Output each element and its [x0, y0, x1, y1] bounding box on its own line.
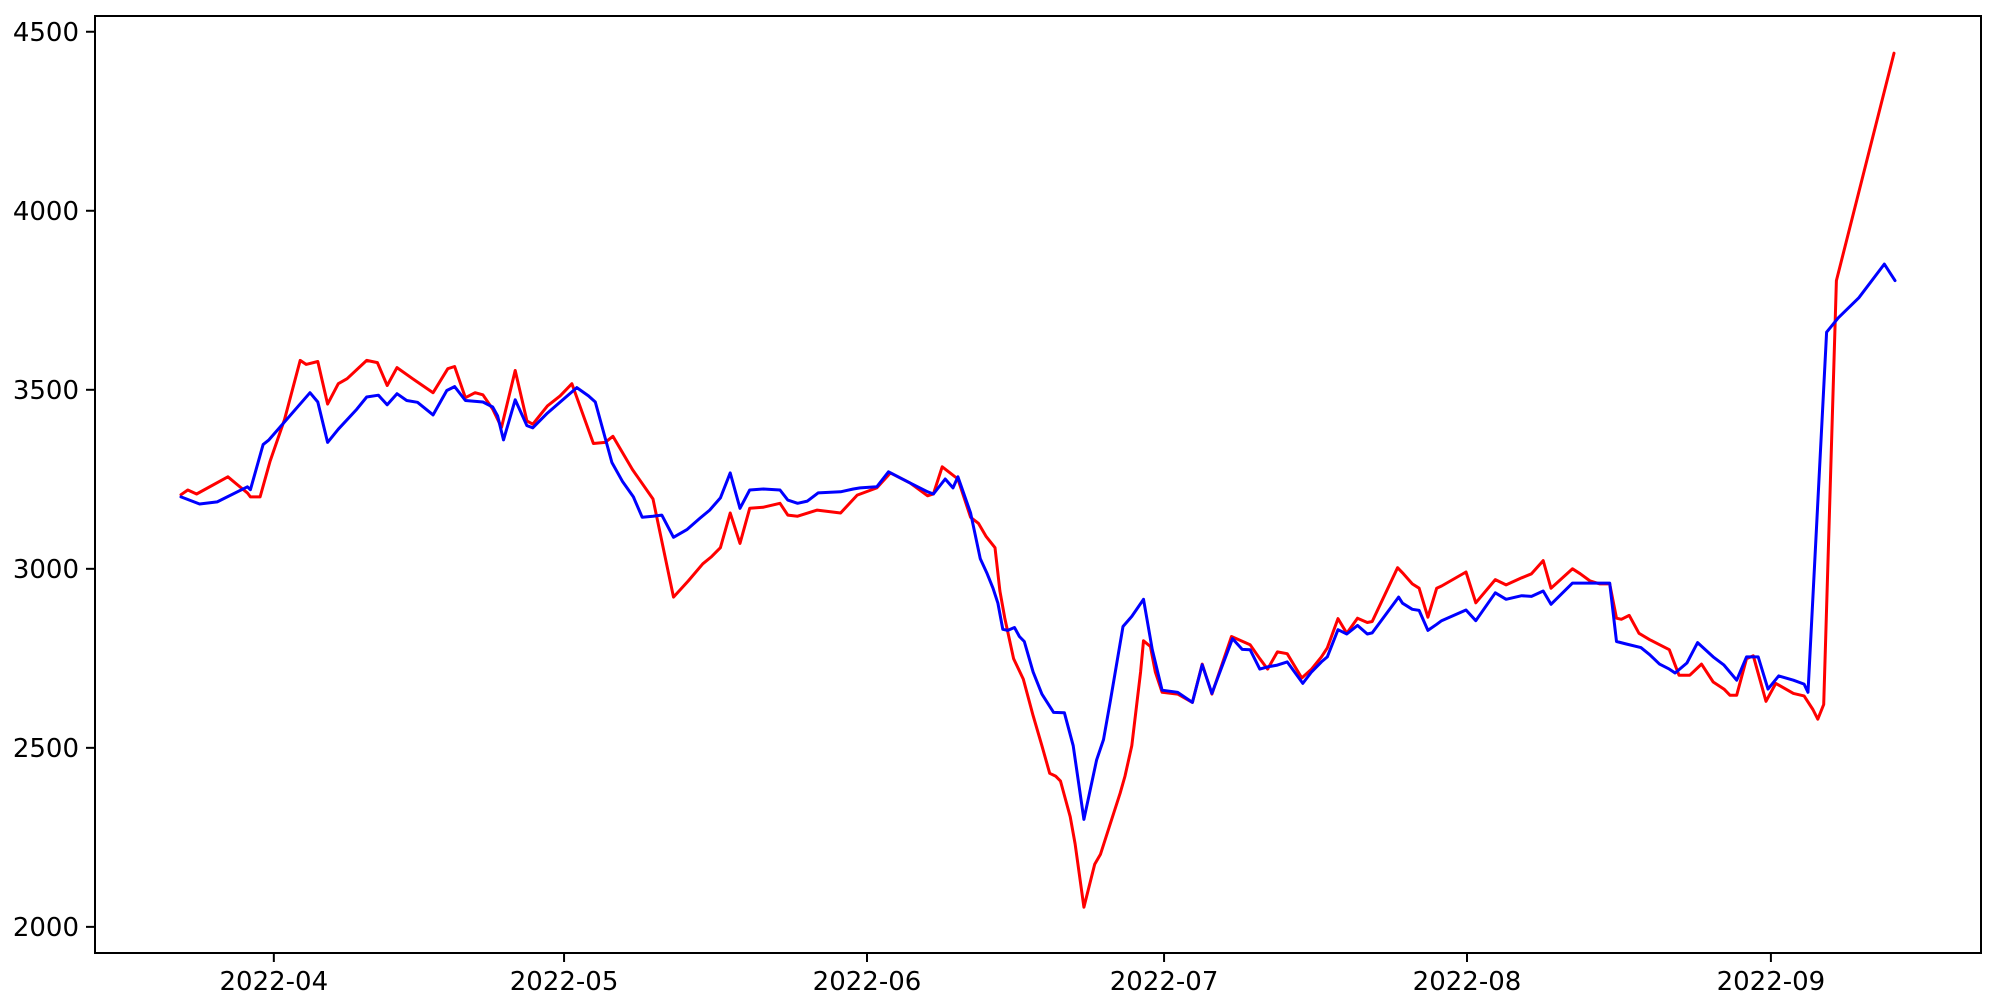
x-tick-label: 2022-06 — [813, 967, 922, 997]
blue-series-line — [179, 262, 1897, 821]
series-lines — [179, 51, 1897, 909]
x-tick-label: 2022-07 — [1110, 967, 1219, 997]
y-tick-label: 4500 — [13, 18, 79, 48]
y-tick-label: 4000 — [13, 197, 79, 227]
red-series-line — [179, 51, 1896, 909]
y-tick-label: 3500 — [13, 376, 79, 406]
x-tick-label: 2022-08 — [1413, 967, 1522, 997]
x-tick-label: 2022-04 — [220, 967, 329, 997]
plot-area — [94, 15, 1982, 954]
x-tick-label: 2022-05 — [510, 967, 619, 997]
y-tick-label: 2000 — [13, 913, 79, 943]
x-tick-label: 2022-09 — [1717, 967, 1826, 997]
y-tick-label: 3000 — [13, 555, 79, 585]
y-tick-label: 2500 — [13, 734, 79, 764]
y-axis: 2000 2500 3000 3500 4000 4500 — [13, 18, 95, 943]
x-axis: 2022-04 2022-05 2022-06 2022-07 2022-08 2022-… — [220, 953, 1826, 997]
